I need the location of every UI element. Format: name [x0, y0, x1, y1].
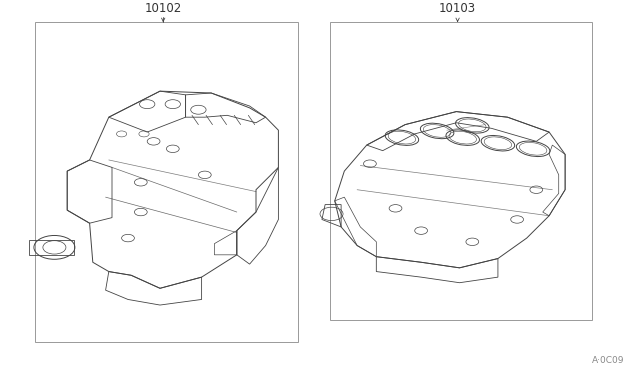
- Text: A·0C09: A·0C09: [591, 356, 624, 365]
- Bar: [330, 22, 592, 320]
- Text: 10103: 10103: [439, 2, 476, 15]
- Bar: [35, 22, 298, 342]
- Text: 10102: 10102: [145, 2, 182, 15]
